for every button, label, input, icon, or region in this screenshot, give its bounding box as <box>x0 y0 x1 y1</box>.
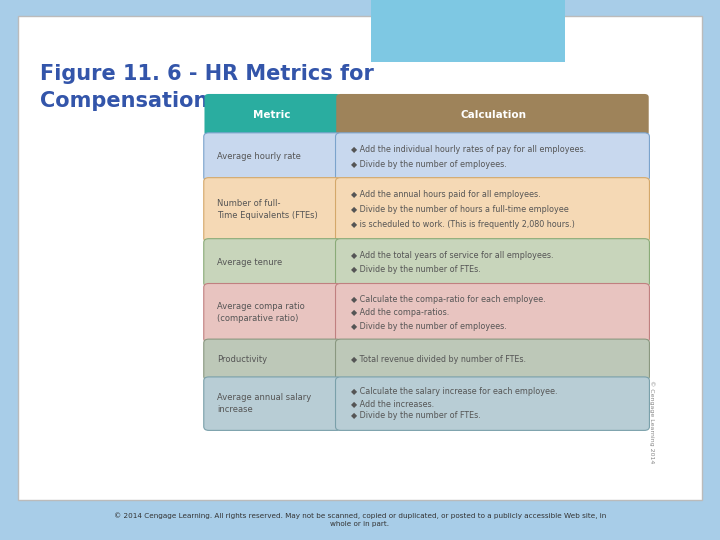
Text: Metric: Metric <box>253 110 291 120</box>
FancyBboxPatch shape <box>18 16 702 500</box>
Text: Compensation: Compensation <box>40 91 208 111</box>
Text: ◆ Divide by the number of employees.: ◆ Divide by the number of employees. <box>351 322 507 331</box>
Text: © 2014 Cengage Learning. All rights reserved. May not be scanned, copied or dupl: © 2014 Cengage Learning. All rights rese… <box>114 512 606 527</box>
FancyBboxPatch shape <box>204 94 341 136</box>
Text: ◆ Calculate the salary increase for each employee.: ◆ Calculate the salary increase for each… <box>351 387 558 396</box>
FancyBboxPatch shape <box>204 339 341 380</box>
FancyBboxPatch shape <box>336 284 649 342</box>
FancyBboxPatch shape <box>204 239 341 287</box>
FancyBboxPatch shape <box>204 178 341 242</box>
FancyBboxPatch shape <box>336 133 649 181</box>
Text: Number of full-: Number of full- <box>217 199 281 208</box>
Text: Calculation: Calculation <box>461 110 526 120</box>
Text: Average hourly rate: Average hourly rate <box>217 152 301 161</box>
Text: ◆ Divide by the number of FTEs.: ◆ Divide by the number of FTEs. <box>351 266 481 274</box>
FancyBboxPatch shape <box>204 284 341 342</box>
FancyBboxPatch shape <box>204 133 341 181</box>
Text: © Cengage Learning 2014: © Cengage Learning 2014 <box>649 380 654 463</box>
FancyBboxPatch shape <box>371 0 565 62</box>
FancyBboxPatch shape <box>204 377 341 430</box>
Text: ◆ Add the compa-ratios.: ◆ Add the compa-ratios. <box>351 308 449 318</box>
Text: Average tenure: Average tenure <box>217 258 283 267</box>
Text: ◆ Divide by the number of employees.: ◆ Divide by the number of employees. <box>351 160 507 168</box>
Text: ◆ Total revenue divided by number of FTEs.: ◆ Total revenue divided by number of FTE… <box>351 355 526 364</box>
FancyBboxPatch shape <box>336 94 649 136</box>
FancyBboxPatch shape <box>336 339 649 380</box>
Text: (comparative ratio): (comparative ratio) <box>217 314 299 323</box>
Text: Average annual salary: Average annual salary <box>217 393 312 402</box>
Text: ◆ Add the total years of service for all employees.: ◆ Add the total years of service for all… <box>351 251 554 260</box>
Text: ◆ is scheduled to work. (This is frequently 2,080 hours.): ◆ is scheduled to work. (This is frequen… <box>351 220 575 229</box>
Text: ◆ Add the annual hours paid for all employees.: ◆ Add the annual hours paid for all empl… <box>351 191 541 199</box>
Text: Time Equivalents (FTEs): Time Equivalents (FTEs) <box>217 211 318 220</box>
Text: Figure 11. 6 - HR Metrics for: Figure 11. 6 - HR Metrics for <box>40 64 374 84</box>
Text: increase: increase <box>217 405 253 414</box>
Text: ◆ Add the increases.: ◆ Add the increases. <box>351 399 434 408</box>
Text: ◆ Add the individual hourly rates of pay for all employees.: ◆ Add the individual hourly rates of pay… <box>351 145 587 154</box>
Text: Productivity: Productivity <box>217 355 268 364</box>
FancyBboxPatch shape <box>336 377 649 430</box>
Text: ◆ Divide by the number of FTEs.: ◆ Divide by the number of FTEs. <box>351 411 481 420</box>
Text: Average compa ratio: Average compa ratio <box>217 302 305 312</box>
FancyBboxPatch shape <box>336 239 649 287</box>
Text: ◆ Divide by the number of hours a full-time employee: ◆ Divide by the number of hours a full-t… <box>351 205 569 214</box>
FancyBboxPatch shape <box>336 178 649 242</box>
Text: ◆ Calculate the compa-ratio for each employee.: ◆ Calculate the compa-ratio for each emp… <box>351 295 546 304</box>
